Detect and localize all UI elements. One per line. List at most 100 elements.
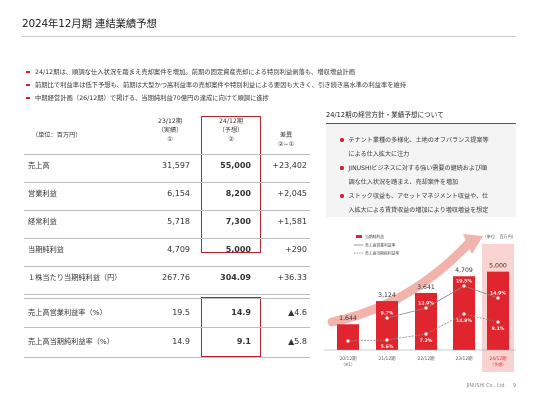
value-forecast: 7,300 xyxy=(225,217,251,226)
bullet-dot xyxy=(340,194,344,198)
category-label: 20/12期 xyxy=(339,356,357,362)
bar-net-income xyxy=(376,301,398,350)
bar-value-label: 5,000 xyxy=(489,263,507,270)
category-label: 23/12期 xyxy=(455,356,473,362)
row-label: 売上高 xyxy=(28,161,50,170)
value-diff: +36.33 xyxy=(277,273,307,282)
line-op-margin xyxy=(386,285,499,319)
bar-value-label: 3,124 xyxy=(378,292,396,299)
col-header-diff: 差異 ②−① xyxy=(262,131,310,149)
bar-net-income xyxy=(415,292,437,350)
net-margin-point xyxy=(384,337,390,343)
net-margin-label: 5.5% xyxy=(342,345,355,351)
col-fcst-line2: （予想） xyxy=(218,127,244,134)
op-margin-point xyxy=(384,315,390,321)
row-divider xyxy=(24,154,310,155)
net-margin-point xyxy=(461,311,467,317)
policy-item: JINUSHIビジネスに対する強い需要の継続および順 調な仕入状況を踏まえ、売却… xyxy=(340,162,487,189)
value-diff: ▲4.6 xyxy=(288,308,307,317)
net-margin-point xyxy=(423,331,429,337)
col-header-forecast: 24/12期 （予想） ② xyxy=(203,117,259,144)
row-label: 当期純利益 xyxy=(28,245,64,254)
bar-value-label: 1,644 xyxy=(339,315,357,322)
op-margin-point xyxy=(495,295,501,301)
policy-text: による仕入拡大に注力 xyxy=(348,150,410,158)
bullet-dot xyxy=(340,166,344,170)
value-diff: +290 xyxy=(285,245,307,254)
growth-arrow xyxy=(327,237,475,327)
bullet-item: 24/12期は、順調な仕入状況を踏まえ売却案件を増加。前期の固定資産売却による特… xyxy=(26,66,406,79)
op-margin-label: 9.7% xyxy=(381,311,394,317)
value-prev: 267.76 xyxy=(162,273,190,282)
net-margin-point xyxy=(495,319,501,325)
bullet-item: 中期経営計画（26/12期）で掲げる、当期純利益70億円の達成に向けて順調に進捗 xyxy=(26,92,406,105)
col-prev-line2: （実績） xyxy=(157,127,183,134)
bullet-dot xyxy=(340,138,344,142)
value-forecast: 8,200 xyxy=(225,189,251,198)
category-sublabel: （予想） xyxy=(490,361,506,367)
op-margin-label: 14.9% xyxy=(490,291,506,297)
bullet-item: 前期比で利益率は低下予想も、前期は大型かつ高利益率の売却案件や特別利益による要因… xyxy=(26,79,406,92)
bar-value-label: 3,641 xyxy=(417,284,435,291)
row-label: 営業利益 xyxy=(28,189,57,198)
net-margin-label: 14.9% xyxy=(456,318,472,324)
bar-value-label: 4,709 xyxy=(455,267,473,274)
category-label: 22/12期 xyxy=(417,356,435,362)
policy-text: テナント業種の多様化、土地のオフバランス提案等 xyxy=(348,137,489,144)
title-divider xyxy=(22,36,516,37)
value-prev: 4,709 xyxy=(167,245,190,254)
legend-swatch-bar xyxy=(356,235,362,238)
col-diff-line1: 差異 xyxy=(279,132,293,139)
bullet-text: 中期経営計画（26/12期）で掲げる、当期純利益70億円の達成に向けて順調に進捗 xyxy=(35,95,269,102)
policy-item: ストック収益も、アセットマネジメント収益や、仕 入拡大による賃貸収益の増加により… xyxy=(340,190,488,217)
footer-company: JINUSHI Co., Ltd. xyxy=(466,384,506,389)
row-label: １株当たり当期純利益（円） xyxy=(28,273,122,282)
op-margin-point xyxy=(423,305,429,311)
net-margin-label: 9.1% xyxy=(492,326,505,332)
bullet-marker xyxy=(26,84,30,86)
policy-item: テナント業種の多様化、土地のオフバランス提案等 による仕入拡大に注力 xyxy=(340,134,489,161)
row-divider xyxy=(24,298,310,299)
row-divider xyxy=(24,357,310,358)
value-prev: 14.9 xyxy=(172,337,190,346)
net-margin-point xyxy=(345,338,351,344)
net-margin-label: 7.3% xyxy=(420,338,433,344)
col-fcst-line1: 24/12期 xyxy=(218,118,244,125)
value-prev: 5,718 xyxy=(167,217,190,226)
policy-box xyxy=(326,124,516,217)
row-label: 経常利益 xyxy=(28,217,57,226)
unit-label: （単位：百万円） xyxy=(32,132,82,139)
bullet-marker xyxy=(26,97,30,99)
bullet-text: 前期比で利益率は低下予想も、前期は大型かつ高利益率の売却案件や特別利益による要因… xyxy=(35,82,407,89)
growth-arrow-head xyxy=(463,234,483,254)
value-forecast: 14.9 xyxy=(231,308,251,317)
forecast-highlight xyxy=(201,116,261,253)
summary-bullets: 24/12期は、順調な仕入状況を踏まえ売却案件を増加。前期の固定資産売却による特… xyxy=(26,66,406,105)
op-margin-label: 12.9% xyxy=(418,301,434,307)
policy-text: 入拡大による賃貸収益の増加により増収増益を想定 xyxy=(348,206,489,214)
category-label: 21/12期 xyxy=(378,356,396,362)
value-prev: 6,154 xyxy=(167,189,190,198)
row-divider xyxy=(24,327,310,328)
value-prev: 31,597 xyxy=(162,161,190,170)
page-title: 2024年12月期 連結業績予想 xyxy=(22,18,157,30)
row-label: 売上高営業利益率（%） xyxy=(28,308,107,317)
page-number: 9 xyxy=(512,384,516,389)
policy-text: 調な仕入状況を踏まえ、売却案件を増加 xyxy=(348,178,459,186)
panel-divider xyxy=(326,123,516,124)
net-margin-label: 5.6% xyxy=(381,344,394,350)
chart-unit: （単位：百万円） xyxy=(482,233,516,240)
col-prev-line1: 23/12期 xyxy=(157,118,183,125)
value-prev: 19.5 xyxy=(172,308,190,317)
bullet-text: 24/12期は、順調な仕入状況を踏まえ売却案件を増加。前期の固定資産売却による特… xyxy=(35,69,356,76)
category-label: 24/12期 xyxy=(489,356,507,362)
value-diff: +2,045 xyxy=(277,189,307,198)
category-sublabel: （※1） xyxy=(341,362,355,367)
value-forecast: 55,000 xyxy=(220,161,251,170)
row-divider xyxy=(24,294,310,295)
row-divider xyxy=(24,182,310,183)
bullet-marker xyxy=(26,71,30,73)
bar-net-income xyxy=(487,271,509,350)
panel-title: 24/12期の経営方針・業績予想について xyxy=(326,111,444,119)
col-diff-line2: ②−① xyxy=(277,141,295,148)
